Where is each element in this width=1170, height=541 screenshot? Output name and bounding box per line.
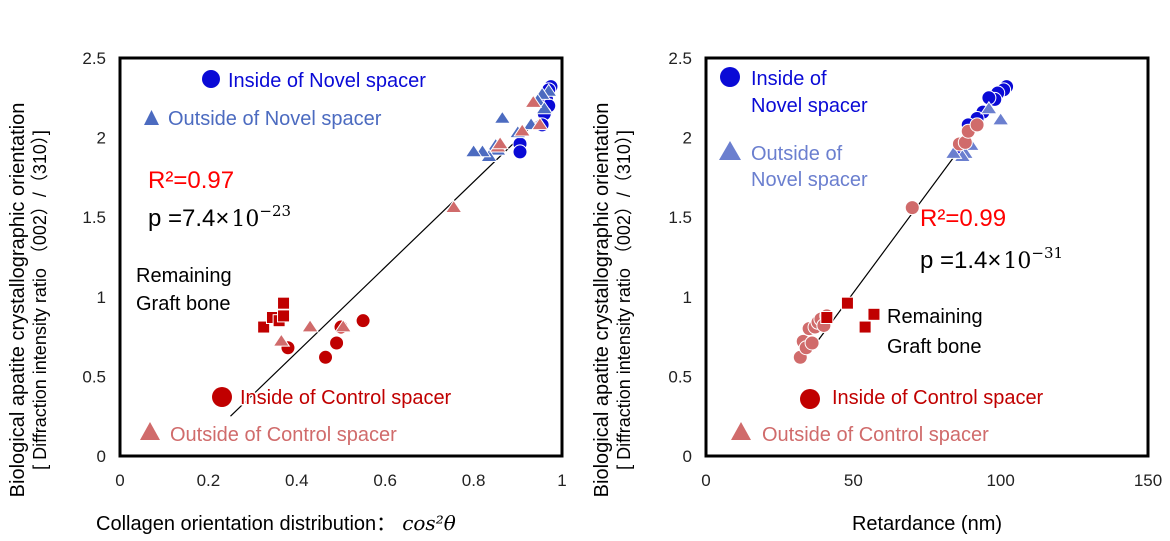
legend-label-inside-control: Inside of Control spacer [240, 387, 452, 409]
x-tick-label: 0 [701, 471, 710, 490]
legend: Inside of Novel spacer Outside of Novel … [719, 67, 1044, 446]
y-tick-label: 1 [97, 288, 106, 307]
x-tick-label: 0.8 [462, 471, 486, 490]
x-tick-label: 0.4 [285, 471, 309, 490]
data-point-square [867, 307, 881, 321]
x-axis-title: Retardance (nm) [852, 513, 1002, 535]
data-point-triangle [301, 318, 319, 333]
legend-label-outside-control: Outside of Control spacer [762, 424, 989, 446]
legend-label-outside-control: Outside of Control spacer [170, 424, 397, 446]
x-tick-labels: 0 0.2 0.4 0.6 0.8 1 [115, 471, 566, 490]
remaining-graft-bone-line2: Graft bone [136, 293, 231, 315]
p-value-label: p =1.4×10−31 [920, 244, 1063, 274]
data-point-square [820, 310, 834, 324]
legend-marker-inside-control [212, 387, 232, 407]
legend-label-inside-novel: Inside of Novel spacer [228, 70, 426, 92]
legend-label-outside-novel-1: Outside of [751, 143, 843, 165]
legend-label-inside-novel-2: Novel spacer [751, 95, 868, 117]
r-squared-label: R²=0.99 [920, 205, 1006, 232]
data-point-triangle [493, 110, 512, 124]
data-point-square [277, 296, 291, 310]
y-tick-label: 2 [97, 129, 106, 148]
y-tick-label: 1 [683, 288, 692, 307]
data-point-circle [318, 349, 334, 365]
chart-right: Biological apatite crystallographic orie… [591, 49, 1162, 535]
data-point-triangle [944, 145, 963, 159]
x-tick-label: 100 [986, 471, 1014, 490]
data-point-triangle [272, 333, 291, 347]
y-tick-label: 0 [683, 447, 692, 466]
data-point-triangle [513, 123, 532, 137]
data-point-square [277, 309, 291, 323]
data-point-triangle [979, 100, 998, 115]
remaining-graft-bone-line1: Remaining [887, 306, 983, 328]
data-point-circle [355, 313, 371, 329]
regression-line [230, 113, 545, 417]
p-value-label: p =7.4×10−23 [148, 202, 291, 232]
y-tick-label: 0 [97, 447, 106, 466]
legend-marker-inside-novel [202, 70, 220, 88]
legend-marker-outside-control [731, 422, 751, 440]
y-axis-title-left: Biological apatite crystallographic orie… [7, 103, 50, 498]
data-point-triangle [464, 143, 483, 158]
data-point-triangle [444, 199, 463, 213]
x-tick-label: 0 [115, 471, 124, 490]
plot-area-frame [704, 56, 1150, 458]
data-point-triangle [524, 94, 543, 108]
x-tick-label: 0.2 [197, 471, 221, 490]
y-tick-label: 2.5 [668, 49, 692, 68]
x-tick-label: 50 [844, 471, 863, 490]
y-axis-title-right: Biological apatite crystallographic orie… [591, 103, 634, 498]
legend-label-inside-novel-1: Inside of [751, 68, 827, 90]
data-point-square [858, 320, 872, 334]
y-tick-labels: 0 0.5 1 1.5 2 2.5 [82, 49, 106, 466]
data-points [792, 79, 1015, 365]
x-tick-labels: 0 50 100 150 [701, 471, 1162, 490]
remaining-graft-bone-line2: Graft bone [887, 336, 982, 358]
y-axis-title-line1: Biological apatite crystallographic orie… [591, 103, 613, 498]
y-axis-title-line1: Biological apatite crystallographic orie… [7, 103, 29, 498]
data-point-triangle [530, 116, 549, 131]
regression-line [808, 129, 975, 353]
legend-marker-inside-control [800, 389, 820, 409]
data-point-triangle [334, 318, 353, 333]
data-point-square [257, 320, 271, 334]
legend-marker-outside-novel [144, 110, 159, 125]
legend-label-outside-novel-2: Novel spacer [751, 169, 868, 191]
data-point-triangle [991, 111, 1010, 126]
data-point-circle [512, 144, 528, 160]
data-point-triangle [491, 135, 510, 150]
x-tick-label: 0.6 [373, 471, 397, 490]
data-point-circle [969, 117, 985, 133]
data-point-square [840, 296, 854, 310]
y-tick-label: 1.5 [82, 208, 106, 227]
data-point-circle [804, 335, 820, 351]
y-tick-labels: 0 0.5 1 1.5 2 2.5 [668, 49, 692, 466]
y-tick-label: 2 [683, 129, 692, 148]
x-tick-label: 150 [1134, 471, 1162, 490]
y-tick-label: 0.5 [82, 367, 106, 386]
legend-marker-inside-novel [720, 67, 740, 87]
y-axis-title-line2: [ Diffraction intensity ratio （002）/（310… [614, 130, 634, 470]
y-tick-label: 2.5 [82, 49, 106, 68]
legend: Inside of Novel spacer Outside of Novel … [140, 70, 453, 448]
y-axis-title-line2: [ Diffraction intensity ratio （002）/（310… [30, 130, 50, 470]
legend-marker-outside-control [140, 422, 160, 440]
legend-label-outside-novel: Outside of Novel spacer [168, 108, 382, 130]
remaining-graft-bone-line1: Remaining [136, 265, 232, 287]
data-point-circle [904, 200, 920, 216]
chart-left: Biological apatite crystallographic orie… [7, 49, 567, 535]
data-point-circle [329, 335, 345, 351]
legend-marker-outside-novel [719, 141, 741, 160]
x-tick-label: 1 [557, 471, 566, 490]
r-squared-label: R²=0.97 [148, 167, 234, 194]
y-tick-label: 1.5 [668, 208, 692, 227]
legend-label-inside-control: Inside of Control spacer [832, 387, 1044, 409]
plot-area-frame [118, 56, 564, 458]
data-points [257, 79, 559, 365]
x-axis-title: Collagen orientation distribution： cos²θ [96, 511, 456, 535]
y-tick-label: 0.5 [668, 367, 692, 386]
